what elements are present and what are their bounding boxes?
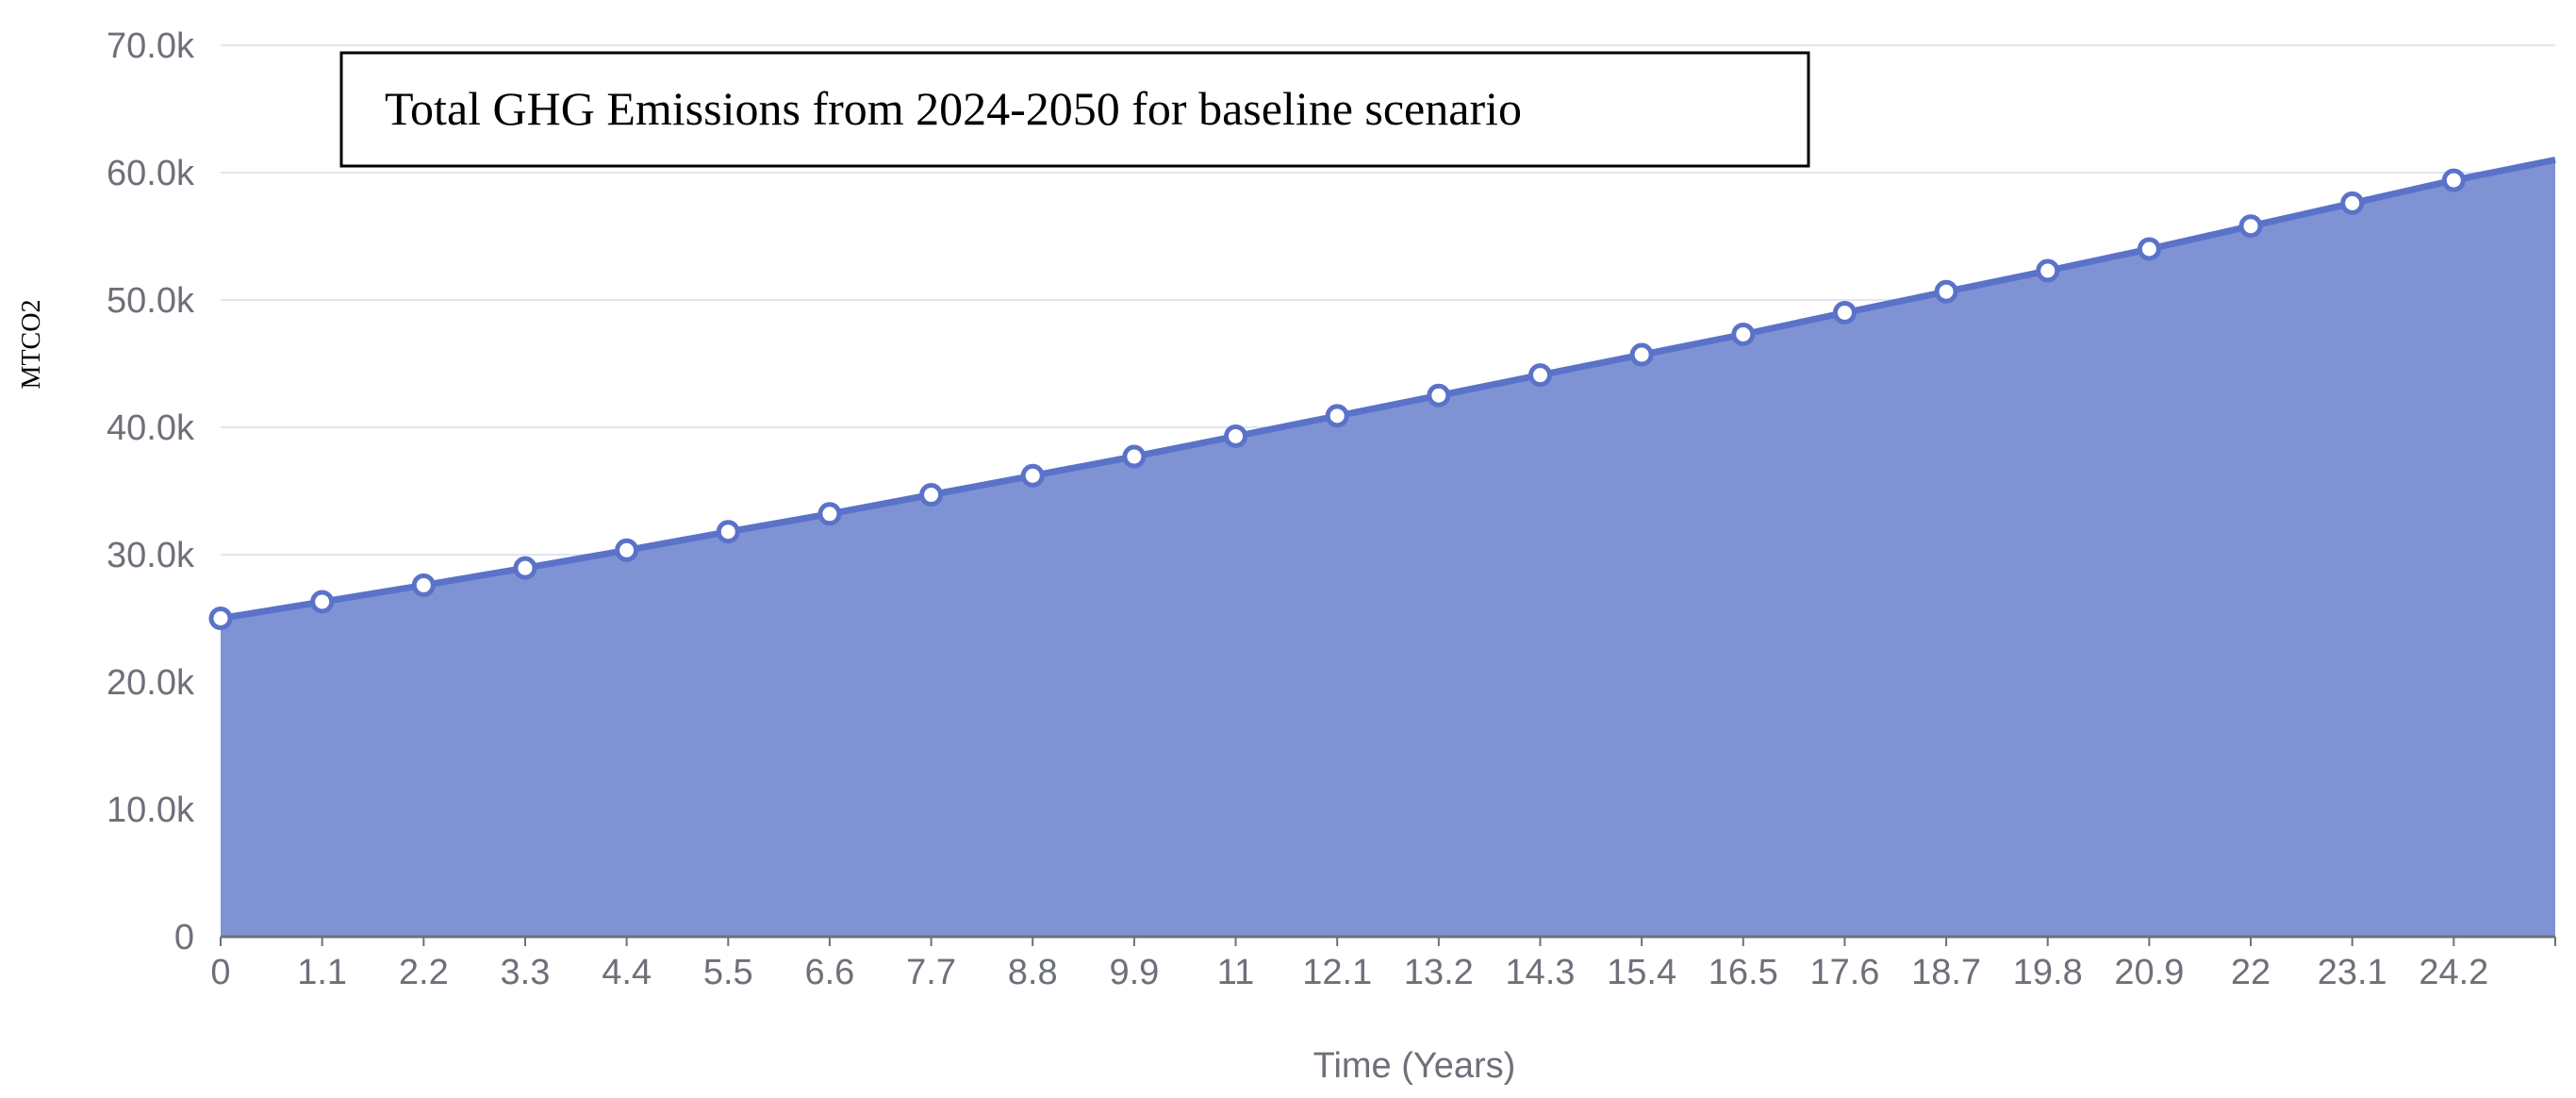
data-point[interactable] <box>2238 214 2263 239</box>
data-point[interactable] <box>1122 444 1147 469</box>
y-tick-label: 60.0k <box>107 154 195 193</box>
x-tick-label: 2.2 <box>399 953 449 992</box>
data-point[interactable] <box>1731 322 1756 346</box>
y-tick-label: 10.0k <box>107 790 195 830</box>
x-tick-label: 7.7 <box>906 953 956 992</box>
y-axis-title: MTCO2 <box>17 300 46 390</box>
title-box: Total GHG Emissions from 2024-2050 for b… <box>339 51 1810 168</box>
data-points <box>208 168 2466 630</box>
x-tick-label: 4.4 <box>602 953 652 992</box>
data-point[interactable] <box>2441 168 2466 192</box>
x-tick-label: 16.5 <box>1709 953 1778 992</box>
y-tick-label: 40.0k <box>107 408 195 448</box>
x-tick-label: 17.6 <box>1809 953 1879 992</box>
data-point[interactable] <box>716 520 740 544</box>
x-axis-labels: 0 1.1 2.2 3.3 4.4 5.5 6.6 7.7 8.8 9.9 11 12.1 13.2 14… <box>210 953 2488 992</box>
data-point[interactable] <box>1629 342 1654 367</box>
x-tick-label: 15.4 <box>1607 953 1676 992</box>
chart-title: Total GHG Emissions from 2024-2050 for b… <box>385 82 1522 135</box>
x-tick-label: 24.2 <box>2419 953 2488 992</box>
data-point[interactable] <box>919 483 944 507</box>
data-point[interactable] <box>2036 258 2060 283</box>
data-point[interactable] <box>1934 279 1958 304</box>
series-line <box>220 157 2556 622</box>
x-tick-label: 9.9 <box>1109 953 1159 992</box>
data-point[interactable] <box>1832 301 1857 324</box>
data-point[interactable] <box>1427 383 1451 408</box>
x-tick-label: 23.1 <box>2318 953 2387 992</box>
x-tick-label: 19.8 <box>2013 953 2083 992</box>
data-point[interactable] <box>1020 463 1045 488</box>
data-point[interactable] <box>411 573 436 597</box>
y-tick-label: 0 <box>174 918 194 957</box>
x-tick-label: 14.3 <box>1505 953 1575 992</box>
x-tick-label: 20.9 <box>2114 953 2184 992</box>
area-series <box>220 157 2556 937</box>
x-axis <box>220 935 2556 946</box>
x-tick-label: 8.8 <box>1008 953 1058 992</box>
y-tick-label: 70.0k <box>107 26 195 66</box>
y-tick-label: 50.0k <box>107 281 195 321</box>
data-point[interactable] <box>817 502 842 526</box>
data-point[interactable] <box>513 556 537 580</box>
x-tick-label: 5.5 <box>703 953 753 992</box>
data-point[interactable] <box>615 538 639 562</box>
data-point[interactable] <box>2340 191 2365 215</box>
data-point[interactable] <box>1224 424 1248 448</box>
x-axis-title: Time (Years) <box>1313 1046 1516 1086</box>
area-fill <box>221 159 2555 937</box>
y-tick-label: 30.0k <box>107 536 195 575</box>
y-axis: 0 10.0k 20.0k 30.0k 40.0k 50.0k 60.0k 70.0k <box>107 26 195 957</box>
x-tick-label: 11 <box>1217 953 1254 992</box>
x-tick-label: 0 <box>210 953 230 992</box>
data-point[interactable] <box>2137 237 2161 261</box>
x-tick-label: 6.6 <box>804 953 854 992</box>
data-point[interactable] <box>1527 363 1552 388</box>
data-point[interactable] <box>310 590 335 614</box>
x-tick-label: 13.2 <box>1404 953 1474 992</box>
data-point[interactable] <box>1325 404 1349 428</box>
data-point[interactable] <box>208 607 233 630</box>
x-tick-label: 22 <box>2231 953 2271 992</box>
y-tick-label: 20.0k <box>107 663 195 703</box>
x-tick-label: 3.3 <box>501 953 551 992</box>
x-tick-label: 12.1 <box>1302 953 1372 992</box>
x-tick-label: 1.1 <box>297 953 347 992</box>
x-tick-label: 18.7 <box>1911 953 1981 992</box>
